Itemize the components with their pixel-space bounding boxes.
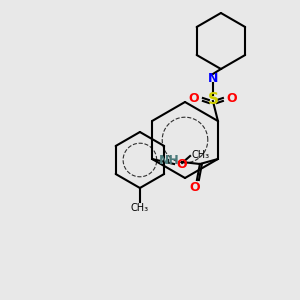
Text: NH: NH xyxy=(159,154,180,166)
Text: N: N xyxy=(208,71,218,85)
Text: CH₃: CH₃ xyxy=(131,203,149,213)
Text: O: O xyxy=(190,181,200,194)
Text: O: O xyxy=(226,92,237,106)
Text: CH₃: CH₃ xyxy=(191,150,209,160)
Text: S: S xyxy=(207,92,218,106)
Text: O: O xyxy=(176,158,187,170)
Text: O: O xyxy=(189,92,199,106)
